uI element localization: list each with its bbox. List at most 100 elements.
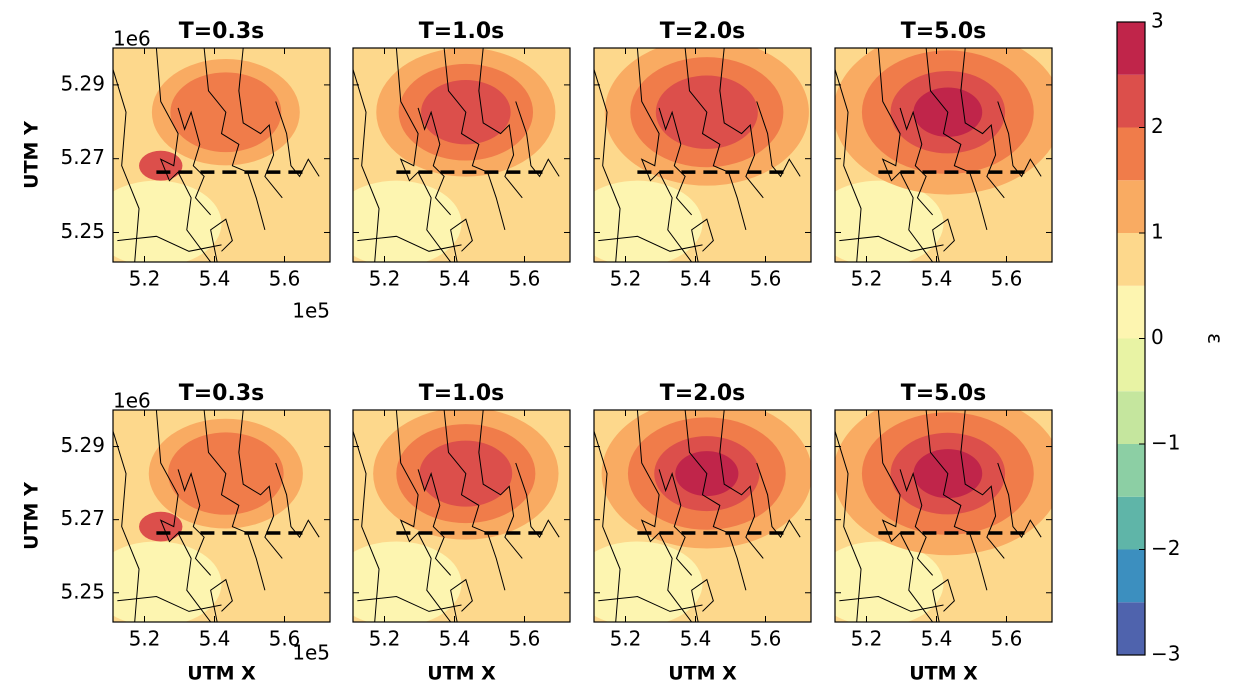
x-offset: 1e5 (292, 641, 330, 665)
colorbar-tick-label: −2 (1151, 536, 1180, 560)
x-tick-label: 5.6 (269, 627, 301, 651)
low-patch (594, 180, 703, 262)
x-axis-label: UTM X (668, 663, 737, 685)
contour-field (353, 48, 570, 262)
x-tick-label: 5.4 (439, 627, 471, 651)
y-tick-label: 5.29 (60, 71, 105, 95)
x-tick-label: 5.2 (610, 267, 642, 291)
coastline (443, 48, 506, 231)
axes-frame (834, 47, 1053, 263)
low-patch (594, 541, 703, 622)
field-band (139, 511, 183, 542)
x-tick-label: 5.6 (269, 267, 301, 291)
colorbar-band (1117, 602, 1145, 655)
x-axis-label: UTM X (427, 663, 496, 685)
coastline (357, 235, 462, 252)
coastline (960, 48, 1005, 199)
x-tick-label: 5.6 (991, 267, 1023, 291)
coastline (155, 48, 212, 262)
coastline (719, 410, 764, 559)
coastline (353, 431, 380, 622)
coastline (594, 431, 621, 622)
coastline (450, 218, 473, 262)
x-tick-label: 5.4 (439, 267, 471, 291)
contour-field (835, 48, 1052, 262)
coastline (443, 410, 506, 591)
coastline (177, 469, 212, 576)
colorbar-band (1117, 496, 1145, 550)
x-tick-label: 5.4 (199, 267, 231, 291)
coastline (658, 107, 693, 216)
y-tick-label: 5.27 (60, 506, 105, 530)
coastline (684, 410, 747, 591)
axes-frame (834, 409, 1053, 623)
y-offset: 1e6 (113, 389, 151, 413)
x-tick-label: 5.2 (610, 627, 642, 651)
panel-title: T=1.0s (419, 19, 505, 44)
y-axis-label: UTM Y (21, 121, 43, 189)
axes-frame (593, 47, 812, 263)
x-axis-label: UTM X (187, 663, 256, 685)
colorbar-band (1117, 22, 1145, 75)
coastline (877, 48, 934, 262)
y-tick-label: 5.27 (60, 145, 105, 169)
axes-frame (112, 409, 331, 623)
contour-field (594, 48, 811, 262)
x-tick-label: 5.4 (921, 627, 953, 651)
coastline (960, 410, 1005, 559)
panel-title: T=2.0s (660, 381, 746, 406)
x-tick-label: 5.4 (680, 627, 712, 651)
colorbar-tick-label: 2 (1151, 114, 1164, 138)
low-patch (835, 541, 944, 622)
contour-field (835, 410, 1052, 622)
x-tick-label: 5.6 (750, 267, 782, 291)
coastline (113, 431, 140, 622)
contour-field (113, 410, 330, 622)
coastline (417, 107, 452, 216)
coastline (684, 48, 747, 231)
coastline (450, 578, 473, 622)
x-tick-label: 5.2 (369, 267, 401, 291)
coastline (238, 48, 283, 199)
colorbar-band (1117, 180, 1145, 233)
coastline (203, 410, 266, 591)
panel-title: T=0.3s (179, 19, 265, 44)
coastline (210, 218, 233, 262)
x-tick-label: 5.6 (509, 267, 541, 291)
colorbar-band (1117, 285, 1145, 339)
colorbar-tick-label: −1 (1151, 431, 1180, 455)
coastline (899, 107, 934, 216)
colorbar-label: ε (1204, 333, 1228, 344)
coastline (932, 578, 955, 622)
x-tick-label: 5.6 (991, 627, 1023, 651)
colorbar-band (1117, 127, 1145, 181)
coastline (478, 48, 523, 199)
coastline (691, 578, 714, 622)
colorbar-band (1117, 391, 1145, 444)
low-patch (353, 180, 462, 262)
field-band (139, 150, 183, 181)
low-patch (353, 541, 462, 622)
colorbar-tick-label: 1 (1151, 220, 1164, 244)
coastline (210, 578, 233, 622)
axes-frame (593, 409, 812, 623)
coastline (925, 48, 988, 231)
y-tick-label: 5.25 (60, 579, 105, 603)
colorbar-band (1117, 444, 1145, 497)
x-offset: 1e5 (292, 299, 330, 323)
coastline (899, 469, 934, 576)
panel-title: T=1.0s (419, 381, 505, 406)
coastline (203, 48, 266, 231)
coastline (925, 410, 988, 591)
coastline (113, 69, 140, 262)
coastline (839, 596, 944, 612)
contour-field (594, 410, 811, 622)
coastline (395, 410, 452, 622)
y-tick-label: 5.29 (60, 433, 105, 457)
coastline (155, 410, 212, 622)
coastline (353, 69, 380, 262)
x-tick-label: 5.2 (129, 627, 161, 651)
x-tick-label: 5.2 (129, 267, 161, 291)
y-tick-label: 5.25 (60, 219, 105, 243)
